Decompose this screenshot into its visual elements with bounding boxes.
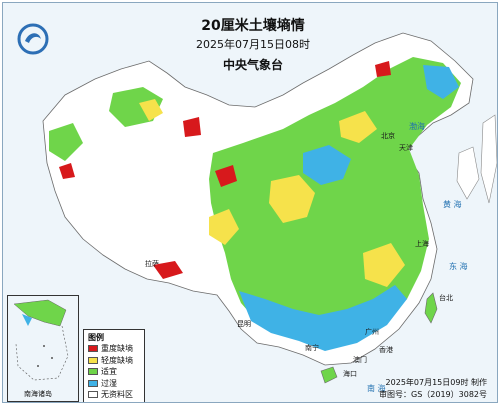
region-west-yellow	[139, 99, 163, 121]
region-severe-1	[215, 165, 237, 187]
region-mild-southeast	[363, 243, 405, 287]
legend-label: 适宜	[101, 367, 117, 377]
label-taipei: 台北	[439, 294, 453, 302]
region-excessive-center	[303, 145, 351, 185]
agency-name: 中央气象台	[222, 58, 283, 72]
taiwan-island	[424, 292, 438, 324]
label-kunming: 昆明	[237, 320, 251, 328]
label-guangzhou: 广州	[365, 328, 379, 336]
korea-peninsula	[456, 146, 480, 200]
title-block: 20厘米土壤墒情 2025年07月15日08时 中央气象台	[168, 17, 338, 73]
legend-swatch-excessive	[88, 379, 98, 387]
legend-item: 适宜	[88, 366, 140, 378]
legend-title: 图例	[88, 333, 104, 342]
label-hongkong: 香港	[379, 346, 393, 354]
label-shanghai: 上海	[415, 240, 429, 248]
label-bohai: 渤海	[409, 122, 425, 131]
region-mild-north	[339, 111, 377, 143]
map-legend: 图例 重度缺墒 轻度缺墒 适宜 过湿 无资料区	[83, 329, 145, 402]
legend-swatch-severe	[88, 345, 98, 353]
label-south-sea: 南 海	[367, 384, 386, 393]
label-lhasa: 拉萨	[145, 260, 159, 268]
legend-swatch-mild	[88, 356, 98, 364]
region-severe-4	[59, 163, 75, 179]
cma-logo	[17, 23, 49, 55]
region-excessive-south	[239, 285, 407, 351]
region-excessive-northeast	[423, 65, 459, 99]
region-severe-2	[153, 261, 183, 279]
legend-swatch-nodata	[88, 391, 98, 399]
legend-swatch-suitable	[88, 368, 98, 376]
approval-number: 审图号：GS（2019）3082号	[379, 390, 487, 399]
label-macao: 澳门	[353, 356, 367, 364]
label-haikou: 海口	[343, 370, 357, 378]
legend-label: 轻度缺墒	[101, 355, 133, 365]
label-east-sea: 东 海	[449, 262, 468, 271]
legend-item: 轻度缺墒	[88, 355, 140, 367]
soil-moisture-map	[42, 32, 497, 384]
region-severe-5	[375, 61, 391, 77]
inset-map	[13, 299, 69, 381]
south-china-sea-inset: 南海诸岛	[7, 295, 79, 402]
inset-label: 南海诸岛	[24, 390, 52, 398]
region-west-green-2	[49, 123, 83, 161]
legend-label: 重度缺墒	[101, 344, 133, 354]
region-mild-west	[209, 209, 239, 245]
issue-datetime: 2025年07月15日08时	[196, 38, 310, 51]
made-timestamp: 2025年07月15日09时 制作	[385, 378, 487, 387]
legend-item: 无资料区	[88, 389, 140, 401]
label-tianjin: 天津	[399, 144, 413, 152]
legend-label: 无资料区	[101, 390, 133, 400]
legend-item: 过湿	[88, 378, 140, 390]
region-severe-3	[183, 117, 201, 137]
legend-item: 重度缺墒	[88, 343, 140, 355]
region-mild-center	[269, 175, 315, 223]
hainan-island	[320, 366, 338, 384]
legend-label: 过湿	[101, 378, 117, 388]
label-beijing: 北京	[381, 132, 395, 140]
japan-islands	[480, 114, 497, 204]
label-nanning: 南宁	[305, 344, 319, 352]
page-title: 20厘米土壤墒情	[201, 18, 305, 34]
region-suitable-east	[209, 57, 461, 349]
label-yellow-sea: 黄 海	[443, 200, 462, 209]
